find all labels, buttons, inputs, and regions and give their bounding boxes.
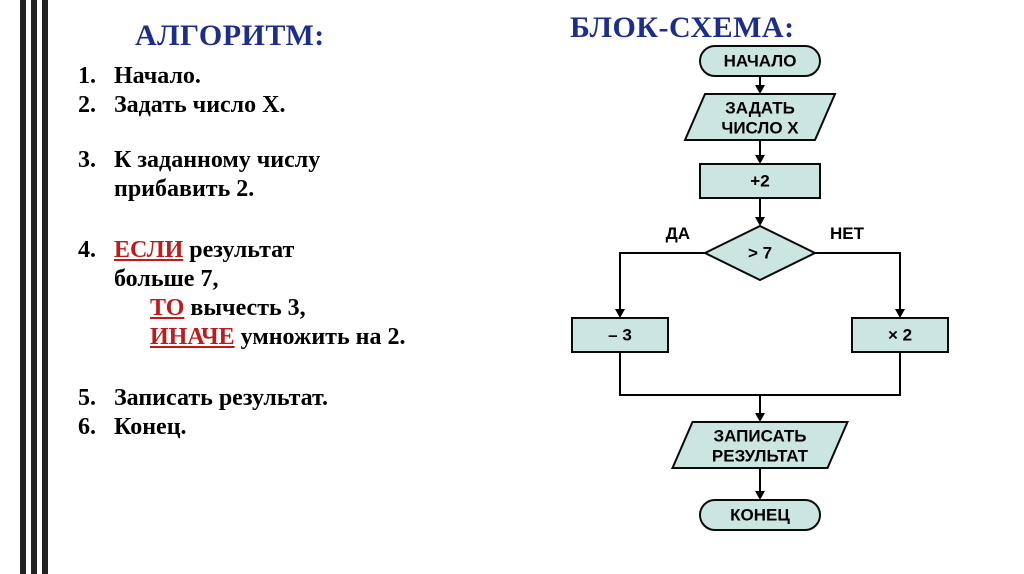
svg-text:ДА: ДА xyxy=(666,224,690,243)
step-6: 6. Конец. xyxy=(78,414,500,441)
step-text: прибавить 2. xyxy=(114,176,500,203)
step-4-then: ТО вычесть 3, xyxy=(78,295,500,322)
svg-text:ЧИСЛО X: ЧИСЛО X xyxy=(721,118,799,137)
step-5: 5. Записать результат. xyxy=(78,385,500,412)
step-4-else: ИНАЧЕ умножить на 2. xyxy=(78,324,500,351)
step-4-cond: больше 7, xyxy=(78,266,500,293)
step-number: 4. xyxy=(78,237,114,264)
step-3: 3. К заданному числу xyxy=(78,147,500,174)
step-number: 2. xyxy=(78,92,114,119)
step-text: К заданному числу xyxy=(114,147,500,174)
step-number: 1. xyxy=(78,63,114,90)
step-text: Конец. xyxy=(114,414,500,441)
step-text: Начало. xyxy=(114,63,500,90)
svg-text:ЗАПИСАТЬ: ЗАПИСАТЬ xyxy=(713,426,806,445)
keyword-else: ИНАЧЕ xyxy=(150,324,235,350)
step-text: ИНАЧЕ умножить на 2. xyxy=(114,324,500,351)
step-4: 4. ЕСЛИ результат xyxy=(78,237,500,264)
svg-text:НАЧАЛО: НАЧАЛО xyxy=(724,51,797,70)
algorithm-column: АЛГОРИТМ: 1. Начало. 2. Задать число X. … xyxy=(75,5,500,569)
step-text: Записать результат. xyxy=(114,385,500,412)
svg-text:КОНЕЦ: КОНЕЦ xyxy=(730,505,790,524)
flowchart-column: БЛОК-СХЕМА: ДАНЕТНАЧАЛОЗАДАТЬЧИСЛО X+2> … xyxy=(500,5,1019,569)
svg-text:ЗАДАТЬ: ЗАДАТЬ xyxy=(725,98,795,117)
svg-text:> 7: > 7 xyxy=(748,243,772,262)
svg-text:× 2: × 2 xyxy=(888,325,912,344)
step-text: ЕСЛИ результат xyxy=(114,237,500,264)
flowchart-svg: ДА НЕТ НАЧАЛО ЗАДАТЬЧИСЛО X +2 > 7 – 3 × 2 ЗАПИС… xyxy=(500,5,1020,545)
step-number: 5. xyxy=(78,385,114,412)
svg-text:НЕТ: НЕТ xyxy=(830,224,865,243)
svg-text:– 3: – 3 xyxy=(608,325,632,344)
svg-text:РЕЗУЛЬТАТ: РЕЗУЛЬТАТ xyxy=(712,446,809,465)
step-3-cont: прибавить 2. xyxy=(78,176,500,203)
step-number: 3. xyxy=(78,147,114,174)
step-text: больше 7, xyxy=(114,266,500,293)
step-2: 2. Задать число X. xyxy=(78,92,500,119)
step-1: 1. Начало. xyxy=(78,63,500,90)
keyword-then: ТО xyxy=(150,295,184,321)
step-text: ТО вычесть 3, xyxy=(114,295,500,322)
step-text: Задать число X. xyxy=(114,92,500,119)
decorative-band xyxy=(20,0,48,574)
algorithm-heading: АЛГОРИТМ: xyxy=(135,19,500,53)
step-number: 6. xyxy=(78,414,114,441)
keyword-if: ЕСЛИ xyxy=(114,237,183,263)
svg-text:+2: +2 xyxy=(750,171,769,190)
content: АЛГОРИТМ: 1. Начало. 2. Задать число X. … xyxy=(75,5,1019,569)
